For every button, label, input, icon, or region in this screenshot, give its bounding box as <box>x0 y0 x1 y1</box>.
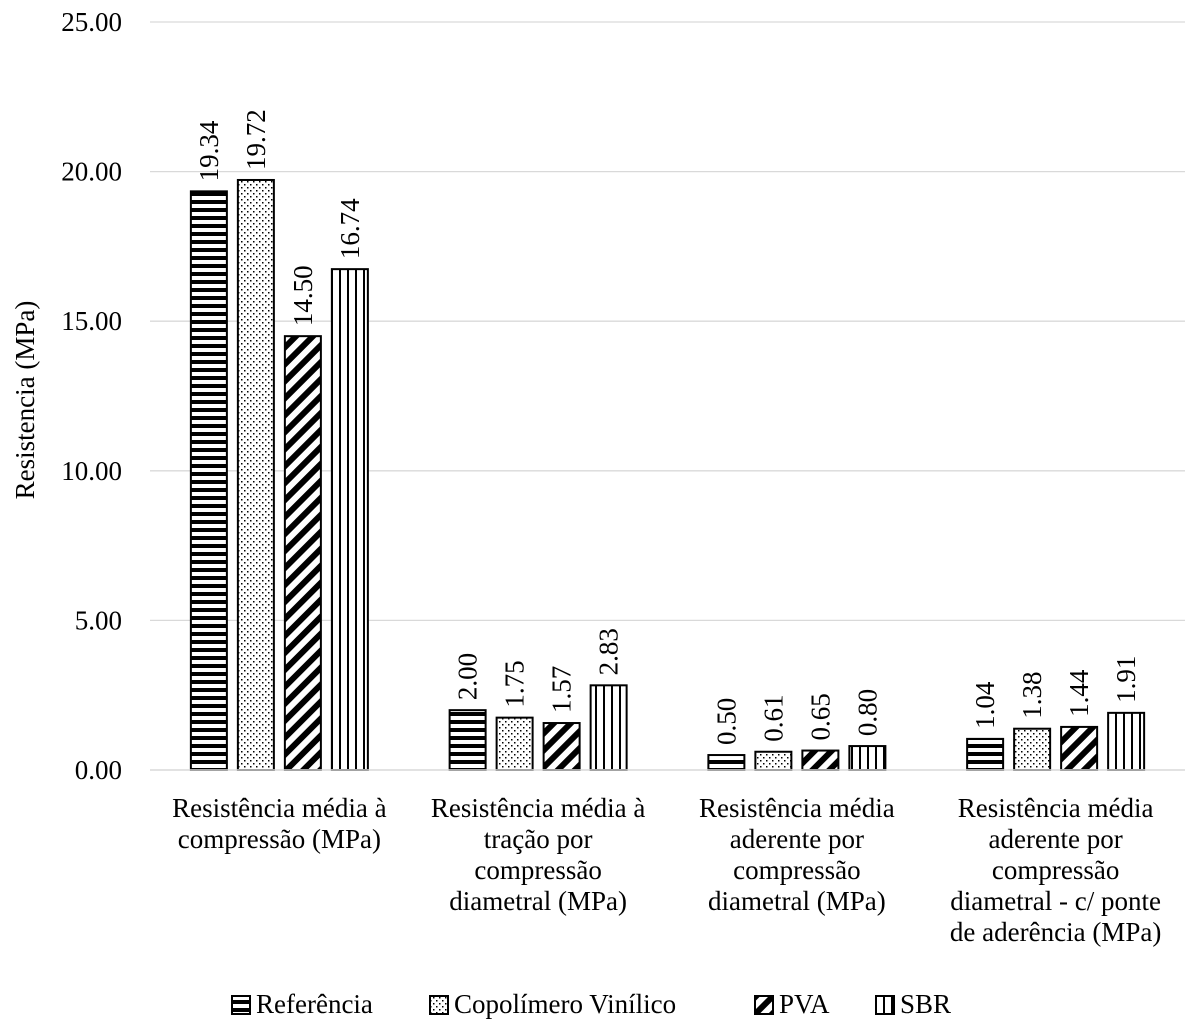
bar-value-label: 16.74 <box>335 198 365 259</box>
legend-label: Referência <box>256 989 373 1019</box>
y-tick-label: 10.00 <box>61 456 122 486</box>
bar-value-label: 1.04 <box>970 681 1000 729</box>
category-labels: Resistência média à compressão (MPa) Resis… <box>172 793 1161 947</box>
bar <box>966 737 1005 771</box>
x-category-label: Resistência média à tração por compressão d… <box>431 793 645 916</box>
bar <box>589 684 628 772</box>
legend-swatch <box>875 995 895 1015</box>
bar-value-label: 14.50 <box>288 265 318 326</box>
legend-label: Copolímero Vinílico <box>454 989 676 1019</box>
bar <box>330 268 369 771</box>
y-tick-label: 20.00 <box>61 157 122 187</box>
legend-swatch <box>231 995 251 1015</box>
bar-value-label: 0.80 <box>852 689 882 736</box>
bar <box>1013 727 1052 771</box>
bar-value-label: 1.57 <box>547 666 577 713</box>
bar-value-label: 2.00 <box>453 653 483 700</box>
gridlines <box>150 21 1185 622</box>
bar-value-label: 0.65 <box>805 693 835 740</box>
y-tick-label: 15.00 <box>61 306 122 336</box>
bar <box>848 745 887 772</box>
bar-value-label: 1.75 <box>500 660 530 707</box>
bar <box>1107 711 1146 771</box>
bar <box>283 335 322 771</box>
bar-value-label: 19.34 <box>194 120 224 181</box>
bar-value-label: 19.72 <box>241 109 271 170</box>
bar <box>542 722 581 771</box>
bar <box>801 749 840 772</box>
legend-swatch <box>429 995 449 1015</box>
y-axis-ticks: 0.00 5.00 10.00 15.00 20.00 25.00 <box>61 7 122 785</box>
bars: 19.34 19.72 14.50 16.74 2.00 1.75 1.57 2.83 0.50… <box>189 109 1146 772</box>
bar-value-label: 1.44 <box>1064 669 1094 717</box>
bar-value-label: 0.50 <box>711 698 741 745</box>
bar <box>754 750 793 771</box>
y-tick-label: 25.00 <box>61 7 122 37</box>
bar-value-label: 2.83 <box>594 628 624 675</box>
x-category-label: Resistência média aderente por compressão d… <box>950 793 1161 947</box>
x-category-label: Resistência média à compressão (MPa) <box>172 793 386 854</box>
y-tick-label: 0.00 <box>75 755 122 785</box>
y-tick-label: 5.00 <box>75 605 122 635</box>
x-category-label: Resistência média aderente por compressão d… <box>699 793 895 916</box>
legend: Referência Copolímero Vinílico PVA SBR <box>231 989 951 1019</box>
legend-swatch <box>754 995 774 1015</box>
bar-value-label: 0.61 <box>758 694 788 741</box>
bar-value-label: 1.91 <box>1111 656 1141 703</box>
legend-label: SBR <box>900 989 951 1019</box>
bar <box>189 190 228 771</box>
bar <box>448 709 487 771</box>
bar <box>707 754 746 771</box>
bar <box>495 716 534 772</box>
y-axis-title: Resistencia (MPa) <box>10 301 40 500</box>
bar-value-label: 1.38 <box>1017 671 1047 718</box>
legend-label: PVA <box>779 989 830 1019</box>
bar <box>1060 725 1099 772</box>
bar <box>236 178 275 771</box>
